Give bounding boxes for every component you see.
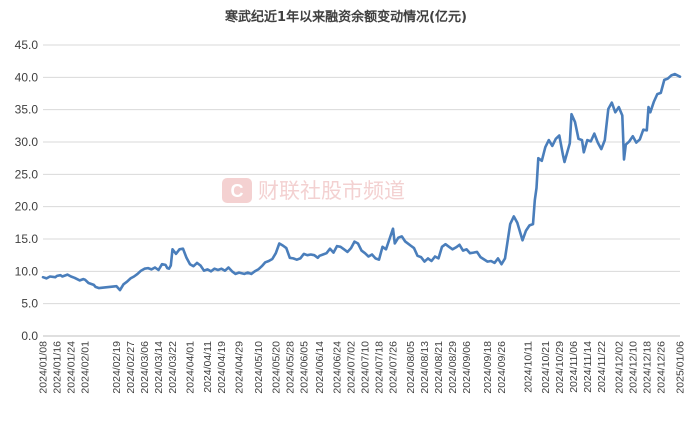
x-tick-label: 2024/03/22	[167, 341, 179, 394]
watermark-text: 财联社股市频道	[258, 179, 405, 203]
x-tick-label: 2024/11/06	[568, 341, 580, 393]
x-tick-label: 2024/11/14	[582, 341, 594, 393]
y-tick-label: 30.0	[15, 135, 39, 149]
x-tick-label: 2024/12/26	[655, 341, 667, 394]
x-tick-label: 2024/03/06	[139, 341, 151, 394]
x-tick-label: 2024/08/05	[405, 341, 417, 394]
x-tick-label: 2024/07/26	[388, 341, 400, 394]
x-tick-label: 2024/05/10	[253, 341, 265, 394]
x-tick-label: 2024/01/24	[66, 341, 78, 394]
x-tick-label: 2024/02/19	[111, 341, 123, 394]
x-tick-label: 2024/07/18	[374, 341, 386, 394]
x-tick-label: 2024/04/11	[202, 341, 214, 393]
y-tick-label: 40.0	[15, 70, 39, 84]
x-tick-label: 2024/06/24	[332, 341, 344, 394]
x-tick-label: 2024/04/29	[234, 341, 246, 394]
y-tick-label: 10.0	[15, 264, 39, 278]
x-tick-label: 2024/08/13	[419, 341, 431, 394]
watermark-logo-letter: C	[231, 181, 244, 201]
x-tick-label: 2024/08/21	[433, 341, 445, 394]
y-tick-label: 0.0	[21, 329, 38, 343]
series-line-0	[41, 72, 682, 292]
x-tick-label: 2024/11/22	[596, 341, 608, 393]
x-tick-label: 2024/02/01	[80, 341, 92, 394]
x-tick-label: 2025/01/06	[675, 341, 687, 394]
x-tick-label: 2024/12/18	[641, 341, 653, 394]
x-tick-label: 2024/04/19	[216, 341, 228, 394]
x-tick-label: 2024/10/11	[522, 341, 534, 393]
x-tick-label: 2024/01/16	[52, 341, 64, 394]
x-tick-label: 2024/06/14	[314, 341, 326, 394]
x-tick-label: 2024/03/14	[153, 341, 165, 394]
x-tick-label: 2024/01/08	[38, 341, 50, 394]
x-tick-label: 2024/07/02	[346, 341, 358, 394]
y-tick-label: 20.0	[15, 200, 39, 214]
y-axis: 0.0 5.0 10.0 15.0 20.0 25.0 30.0 35.0 40.0 45.0	[15, 38, 39, 343]
y-tick-label: 5.0	[21, 297, 38, 311]
x-tick-label: 2024/12/02	[613, 341, 625, 394]
x-tick-label: 2024/08/29	[447, 341, 459, 394]
x-tick-label: 2024/09/26	[496, 341, 508, 394]
y-tick-label: 25.0	[15, 167, 39, 181]
x-tick-label: 2024/02/27	[125, 341, 137, 394]
x-tick-label: 2024/09/18	[482, 341, 494, 394]
x-tick-label: 2024/05/28	[284, 341, 296, 394]
watermark-logo	[222, 178, 252, 203]
x-tick-label: 2024/12/10	[627, 341, 639, 394]
chart-title: 寒武纪近1年以来融资余额变动情况(亿元)	[224, 9, 467, 25]
x-tick-label: 2024/10/21	[540, 341, 552, 394]
watermark: C 财联社股市频道	[222, 178, 405, 203]
y-tick-label: 45.0	[15, 38, 39, 52]
x-tick-label: 2024/04/01	[185, 341, 197, 394]
x-tick-label: 2024/06/05	[298, 341, 310, 394]
x-tick-label: 2024/10/29	[554, 341, 566, 394]
x-tick-label: 2024/07/10	[360, 341, 372, 394]
y-tick-label: 35.0	[15, 103, 39, 117]
y-tick-label: 15.0	[15, 232, 39, 246]
x-tick-label: 2024/05/20	[270, 341, 282, 394]
series-line-group	[41, 72, 682, 292]
x-axis: 2024/01/08 2024/01/16 2024/01/24 2024/02/01…	[38, 341, 687, 394]
gridlines	[43, 44, 680, 337]
x-tick-label: 2024/09/06	[461, 341, 473, 394]
